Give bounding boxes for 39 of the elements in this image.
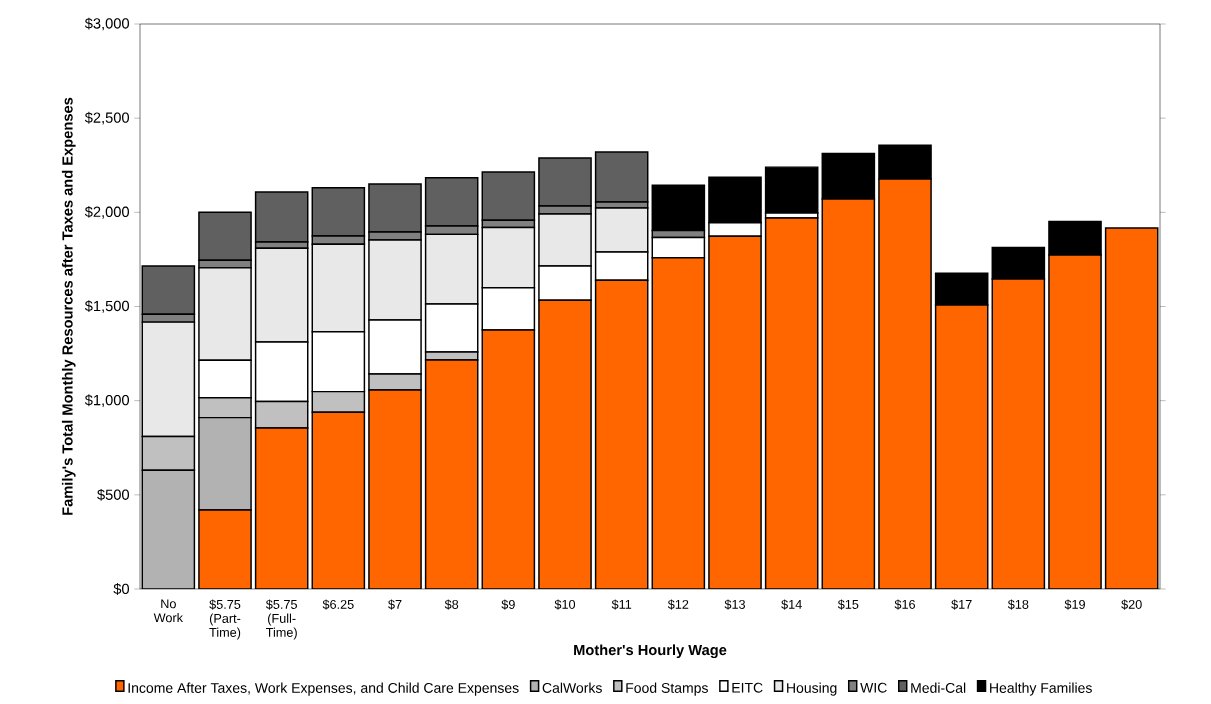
x-tick-label: No Work	[153, 599, 184, 623]
y-tick-label: $0	[113, 583, 130, 595]
bar	[198, 416, 252, 511]
y-tick-label: $2,500	[84, 111, 130, 125]
x-tick-label: $19	[1064, 599, 1085, 610]
x-tick-label: $20	[1121, 599, 1142, 610]
y-tick-label: $1,000	[84, 394, 130, 408]
y-tick-label: $2,000	[84, 205, 130, 219]
x-tick-label: $13	[724, 599, 746, 610]
y-tick-label: $3,000	[84, 17, 130, 31]
y-tick-label: $1,500	[84, 300, 130, 313]
legend-label: Housing	[787, 682, 837, 696]
x-tick-label: $6.25	[322, 599, 354, 610]
legend-label: Food Stamps	[626, 682, 708, 696]
legend-label: Income After Taxes, Work Expenses, and Child Care Expenses	[128, 682, 519, 696]
bar	[594, 151, 649, 203]
legend-label: EITC	[732, 682, 763, 693]
x-tick-label: $11	[611, 599, 632, 610]
legend-label: Healthy Families	[990, 682, 1092, 696]
x-tick-label: $14	[781, 599, 802, 610]
x-tick-label: $17	[951, 599, 972, 610]
x-tick-label: $5.75 (Part-Time)	[209, 599, 241, 640]
x-tick-label: $10	[554, 599, 576, 610]
x-axis-title: Mother's Hourly Wage	[574, 644, 727, 659]
x-tick-label: $7	[388, 599, 402, 610]
x-tick-label: $8	[444, 599, 459, 610]
x-tick-label: $9	[501, 599, 515, 610]
legend-label: Medi-Cal	[911, 682, 966, 693]
x-tick-label: $18	[1007, 599, 1029, 610]
x-tick-label: $5.75 (Full-Time)	[265, 599, 297, 640]
legend-label: WIC	[860, 682, 887, 693]
y-axis-title: Family's Total Monthly Resources after Taxes and Expenses	[61, 97, 76, 515]
x-tick-label: $15	[837, 599, 859, 610]
x-tick-label: $16	[894, 599, 916, 610]
bar	[141, 469, 196, 589]
bar	[764, 166, 819, 214]
x-tick-label: $12	[667, 599, 689, 610]
y-tick-label: $500	[97, 488, 130, 501]
legend-label: CalWorks	[542, 682, 602, 693]
